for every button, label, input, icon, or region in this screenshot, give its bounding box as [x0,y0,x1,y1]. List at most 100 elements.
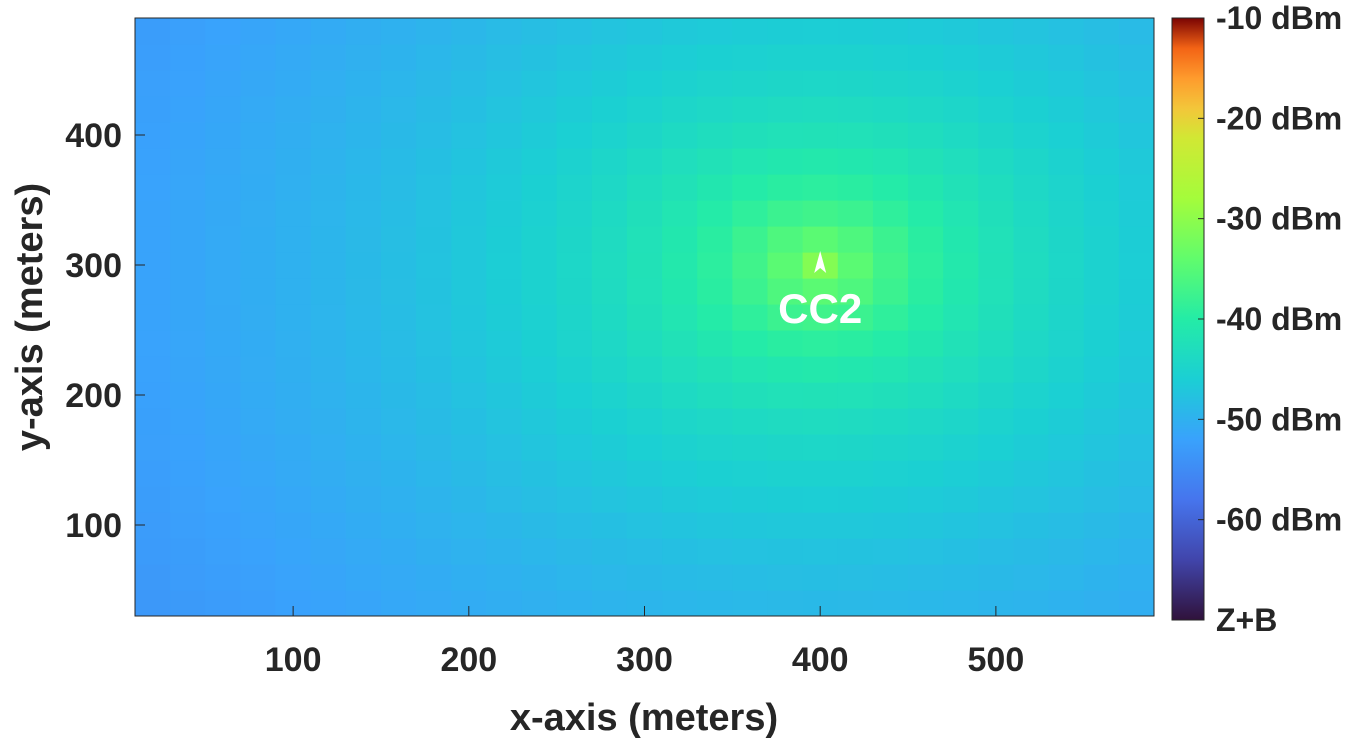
heatmap-cell [1118,460,1154,487]
heatmap-cell [767,200,804,227]
heatmap-cell [310,304,347,331]
heatmap-cell [451,122,487,149]
heatmap-cell [1013,200,1050,227]
heatmap-cell [416,356,452,383]
heatmap-cell [556,434,593,461]
heatmap-cell [1013,330,1050,357]
heatmap-cell [1118,356,1154,383]
heatmap-cell [908,174,944,201]
heatmap-cell [662,408,698,435]
heatmap-cell [1118,512,1154,539]
heatmap-cell [837,252,874,279]
heatmap-cell [1048,122,1085,149]
heatmap-cell [310,382,347,409]
heatmap-cell [837,44,874,71]
heatmap-cell [1083,174,1120,201]
heatmap-cell [380,44,417,71]
heatmap-cell [380,486,417,513]
heatmap-cell [275,226,312,253]
heatmap-cell [205,96,242,123]
heatmap-cell [556,486,593,513]
heatmap-cell [802,538,839,565]
heatmap-cell [872,330,909,357]
heatmap-cell [662,460,698,487]
heatmap-cell [1013,304,1050,331]
heatmap-cell [275,564,312,591]
heatmap-cell [767,486,804,513]
heatmap-cell [697,382,733,409]
heatmap-cell [1048,252,1085,279]
heatmap-cell [767,408,804,435]
heatmap-cell [1083,252,1120,279]
y-tick-label: 100 [65,507,122,545]
heatmap-cell [908,18,944,45]
heatmap-cell [451,564,487,591]
heatmap-cell [1048,486,1085,513]
heatmap-cell [697,330,733,357]
heatmap-cell [205,538,242,565]
heatmap-cell [626,226,663,253]
colorbar-tick-label: -50 dBm [1216,401,1342,437]
heatmap-cell [1048,200,1085,227]
heatmap-cell [591,18,628,45]
heatmap-cell [767,512,804,539]
heatmap-cell [416,18,452,45]
heatmap-cell [943,226,979,253]
heatmap-cell [135,96,171,123]
heatmap-cell [1118,96,1154,123]
heatmap-cell [802,460,839,487]
heatmap-cell [943,330,979,357]
heatmap-cell [837,408,874,435]
colorbar-tick-label: Z+B [1216,602,1277,638]
heatmap-cell [1013,564,1050,591]
heatmap-cell [416,512,452,539]
heatmap-cell [310,408,347,435]
heatmap-cell [872,304,909,331]
heatmap-cell [521,564,558,591]
heatmap-cell [732,148,769,175]
heatmap-cell [380,408,417,435]
heatmap-cell [908,44,944,71]
heatmap-cell [521,148,558,175]
heatmap-cell [872,564,909,591]
heatmap-cell [978,538,1015,565]
heatmap-cell [556,252,593,279]
heatmap-cell [380,564,417,591]
heatmap-cell [521,252,558,279]
heatmap-cell [1118,278,1154,305]
colorbar-tick-label: -40 dBm [1216,301,1342,337]
heatmap-cell [1013,70,1050,97]
source-marker: CC2 [778,251,862,332]
heatmap-cell [767,304,804,331]
heatmap-cell [310,96,347,123]
heatmap-cell [802,330,839,357]
heatmap-cell [1083,148,1120,175]
heatmap-cell [1048,538,1085,565]
heatmap-cell [1013,18,1050,45]
heatmap-cell [310,512,347,539]
heatmap-cell [978,330,1015,357]
heatmap-cell [205,70,242,97]
heatmap-cell [626,200,663,227]
y-axis-label: y-axis (meters) [9,183,51,451]
heatmap-cell [872,226,909,253]
heatmap-cell [626,18,663,45]
heatmap-cell [556,356,593,383]
heatmap-cell [205,512,242,539]
heatmap-cell [275,18,312,45]
heatmap-cell [521,460,558,487]
heatmap-cell [837,304,874,331]
heatmap-cell [416,486,452,513]
heatmap-cell [416,538,452,565]
heatmap-cell [556,174,593,201]
heatmap-cell [1083,486,1120,513]
heatmap-cell [908,486,944,513]
heatmap-cell [310,590,347,616]
heatmap-cell [908,330,944,357]
heatmap-cell [1048,512,1085,539]
heatmap-cell [1048,590,1085,616]
heatmap-cell [1013,278,1050,305]
heatmap-cell [345,18,382,45]
heatmap-cell [767,44,804,71]
heatmap-cell [591,226,628,253]
